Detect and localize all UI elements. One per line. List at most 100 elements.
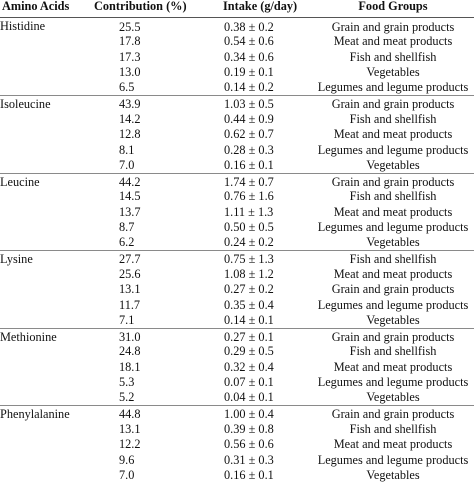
table-row: 24.8 0.29 ± 0.5 Fish and shellfish: [0, 344, 474, 360]
table-row: 12.8 0.62 ± 0.7 Meat and meat products: [0, 127, 474, 143]
contribution-cell: 13.7: [119, 204, 141, 219]
food-group-cell: Legumes and legume products: [317, 297, 469, 312]
contribution-cell: 14.2: [119, 111, 141, 126]
food-group-cell: Vegetables: [366, 65, 420, 80]
food-group-cell: Grain and grain products: [331, 407, 455, 421]
amino-acid-name: Leucine: [0, 174, 40, 189]
header-row: Amino Acids Contribution (%) Intake (g/d…: [0, 0, 474, 18]
contribution-cell: 13.1: [119, 282, 141, 297]
contribution-cell: 12.8: [119, 127, 141, 142]
table-row: 14.5 0.76 ± 1.6 Fish and shellfish: [0, 189, 474, 205]
table-row: 6.2 0.24 ± 0.2 Vegetables: [0, 235, 474, 251]
contribution-cell: 43.9: [119, 97, 141, 111]
intake-cell: 0.14 ± 0.2: [224, 80, 274, 95]
contribution-cell: 6.2: [119, 235, 135, 250]
amino-acid-group: Phenylalanine 44.8 1.00 ± 0.4 Grain and gra…: [0, 406, 474, 484]
intake-cell: 0.04 ± 0.1: [224, 390, 274, 405]
food-group-cell: Meat and meat products: [333, 204, 453, 219]
column-header-contribution: Contribution (%): [94, 0, 187, 13]
intake-cell: 0.34 ± 0.6: [224, 49, 274, 64]
amino-acid-group: Lysine 27.7 0.75 ± 1.3 Fish and shellfish 25…: [0, 251, 474, 328]
food-group-cell: Legumes and legume products: [317, 80, 469, 95]
table-row: Lysine 27.7 0.75 ± 1.3 Fish and shellfish: [0, 251, 474, 267]
table-row: 13.1 0.39 ± 0.8 Fish and shellfish: [0, 421, 474, 437]
intake-cell: 0.32 ± 0.4: [224, 359, 274, 374]
food-group-cell: Grain and grain products: [331, 19, 455, 34]
intake-cell: 0.75 ± 1.3: [224, 252, 274, 266]
table-row: 13.0 0.19 ± 0.1 Vegetables: [0, 65, 474, 81]
contribution-cell: 25.6: [119, 266, 141, 281]
food-group-cell: Meat and meat products: [333, 127, 453, 142]
amino-acid-name: Methionine: [0, 329, 57, 344]
food-group-cell: Fish and shellfish: [349, 49, 437, 64]
food-group-cell: Vegetables: [366, 157, 420, 172]
food-group-cell: Fish and shellfish: [349, 421, 437, 436]
food-group-cell: Legumes and legume products: [317, 375, 469, 390]
food-group-cell: Grain and grain products: [331, 329, 455, 344]
contribution-cell: 44.8: [119, 407, 141, 421]
table-row: 25.6 1.08 ± 1.2 Meat and meat products: [0, 266, 474, 282]
intake-cell: 0.31 ± 0.3: [224, 452, 274, 467]
contribution-cell: 6.5: [119, 80, 135, 95]
amino-acid-name: Histidine: [0, 19, 46, 33]
intake-cell: 0.44 ± 0.9: [224, 111, 274, 126]
food-group-cell: Fish and shellfish: [349, 189, 437, 204]
contribution-cell: 5.3: [119, 375, 135, 390]
table-row: Leucine 44.2 1.74 ± 0.7 Grain and grain pro…: [0, 173, 474, 189]
intake-cell: 1.11 ± 1.3: [224, 204, 274, 219]
table-row: 14.2 0.44 ± 0.9 Fish and shellfish: [0, 111, 474, 127]
table-row: Isoleucine 43.9 1.03 ± 0.5 Grain and grain …: [0, 96, 474, 112]
intake-cell: 0.35 ± 0.4: [224, 297, 274, 312]
intake-cell: 0.50 ± 0.5: [224, 220, 274, 235]
food-group-cell: Vegetables: [366, 235, 420, 250]
contribution-cell: 7.0: [119, 468, 135, 483]
food-group-cell: Legumes and legume products: [317, 142, 469, 157]
intake-cell: 0.16 ± 0.1: [224, 468, 274, 483]
contribution-cell: 13.0: [119, 65, 141, 80]
contribution-cell: 24.8: [119, 344, 141, 359]
table-row: 5.2 0.04 ± 0.1 Vegetables: [0, 390, 474, 406]
intake-cell: 0.07 ± 0.1: [224, 375, 274, 390]
food-group-cell: Meat and meat products: [333, 266, 453, 281]
table-row: 7.0 0.16 ± 0.1 Vegetables: [0, 468, 474, 484]
intake-cell: 0.19 ± 0.1: [224, 65, 274, 80]
intake-cell: 0.62 ± 0.7: [224, 127, 274, 142]
table-row: 18.1 0.32 ± 0.4 Meat and meat products: [0, 359, 474, 375]
food-group-cell: Fish and shellfish: [349, 252, 437, 266]
contribution-cell: 31.0: [119, 329, 141, 344]
amino-acid-group: Histidine 25.5 0.38 ± 0.2 Grain and grain p…: [0, 18, 474, 96]
contribution-cell: 7.0: [119, 157, 135, 172]
contribution-cell: 17.8: [119, 34, 141, 49]
intake-cell: 0.14 ± 0.1: [224, 312, 274, 327]
contribution-cell: 25.5: [119, 19, 141, 34]
food-group-cell: Vegetables: [366, 312, 420, 327]
table-row: 12.2 0.56 ± 0.6 Meat and meat products: [0, 437, 474, 453]
intake-cell: 0.27 ± 0.2: [224, 282, 274, 297]
contribution-cell: 14.5: [119, 189, 141, 204]
contribution-cell: 13.1: [119, 421, 141, 436]
amino-acid-name: Lysine: [0, 252, 33, 266]
amino-acid-group: Methionine 31.0 0.27 ± 0.1 Grain and grain …: [0, 328, 474, 406]
contribution-cell: 7.1: [119, 312, 135, 327]
table-row: 8.1 0.28 ± 0.3 Legumes and legume products: [0, 142, 474, 158]
table-row: 13.1 0.27 ± 0.2 Grain and grain products: [0, 282, 474, 298]
intake-cell: 0.38 ± 0.2: [224, 19, 274, 34]
contribution-cell: 44.2: [119, 174, 141, 189]
intake-cell: 1.00 ± 0.4: [224, 407, 274, 421]
table-row: 8.7 0.50 ± 0.5 Legumes and legume products: [0, 220, 474, 236]
food-group-cell: Legumes and legume products: [317, 452, 469, 467]
contribution-cell: 17.3: [119, 49, 141, 64]
amino-acid-group: Leucine 44.2 1.74 ± 0.7 Grain and grain pro…: [0, 173, 474, 251]
food-group-cell: Vegetables: [366, 468, 420, 483]
table-row: 17.8 0.54 ± 0.6 Meat and meat products: [0, 34, 474, 50]
table-row: 5.3 0.07 ± 0.1 Legumes and legume products: [0, 375, 474, 391]
column-header-intake: Intake (g/day): [223, 0, 298, 13]
food-group-cell: Grain and grain products: [331, 282, 455, 297]
intake-cell: 0.54 ± 0.6: [224, 34, 274, 49]
intake-cell: 1.08 ± 1.2: [224, 266, 274, 281]
food-group-cell: Grain and grain products: [331, 174, 455, 189]
food-group-cell: Legumes and legume products: [317, 220, 469, 235]
contribution-cell: 11.7: [119, 297, 141, 312]
column-header-amino-acids: Amino Acids: [2, 0, 70, 13]
